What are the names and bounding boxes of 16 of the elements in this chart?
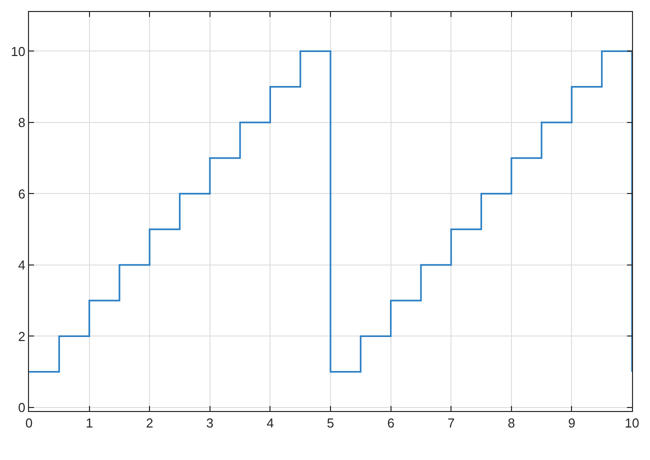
x-tick-label: 5 — [326, 416, 334, 431]
y-tick-label: 6 — [18, 186, 26, 202]
y-tick-label: 8 — [18, 114, 26, 130]
x-tick-label: 3 — [206, 416, 214, 431]
y-tick-label: 10 — [10, 44, 26, 59]
x-tick-label: 9 — [568, 416, 576, 431]
x-tick-label: 4 — [266, 416, 274, 431]
x-tick-label: 2 — [146, 416, 154, 431]
x-tick-label: 1 — [86, 416, 93, 431]
y-tick-label: 4 — [18, 257, 26, 272]
y-tick-label: 2 — [18, 328, 26, 344]
x-tick-label: 10 — [624, 416, 640, 431]
x-tick-label: 7 — [447, 416, 455, 431]
y-tick-label: 0 — [18, 400, 26, 415]
x-tick-label: 6 — [387, 416, 394, 431]
x-tick-label: 8 — [508, 416, 516, 431]
